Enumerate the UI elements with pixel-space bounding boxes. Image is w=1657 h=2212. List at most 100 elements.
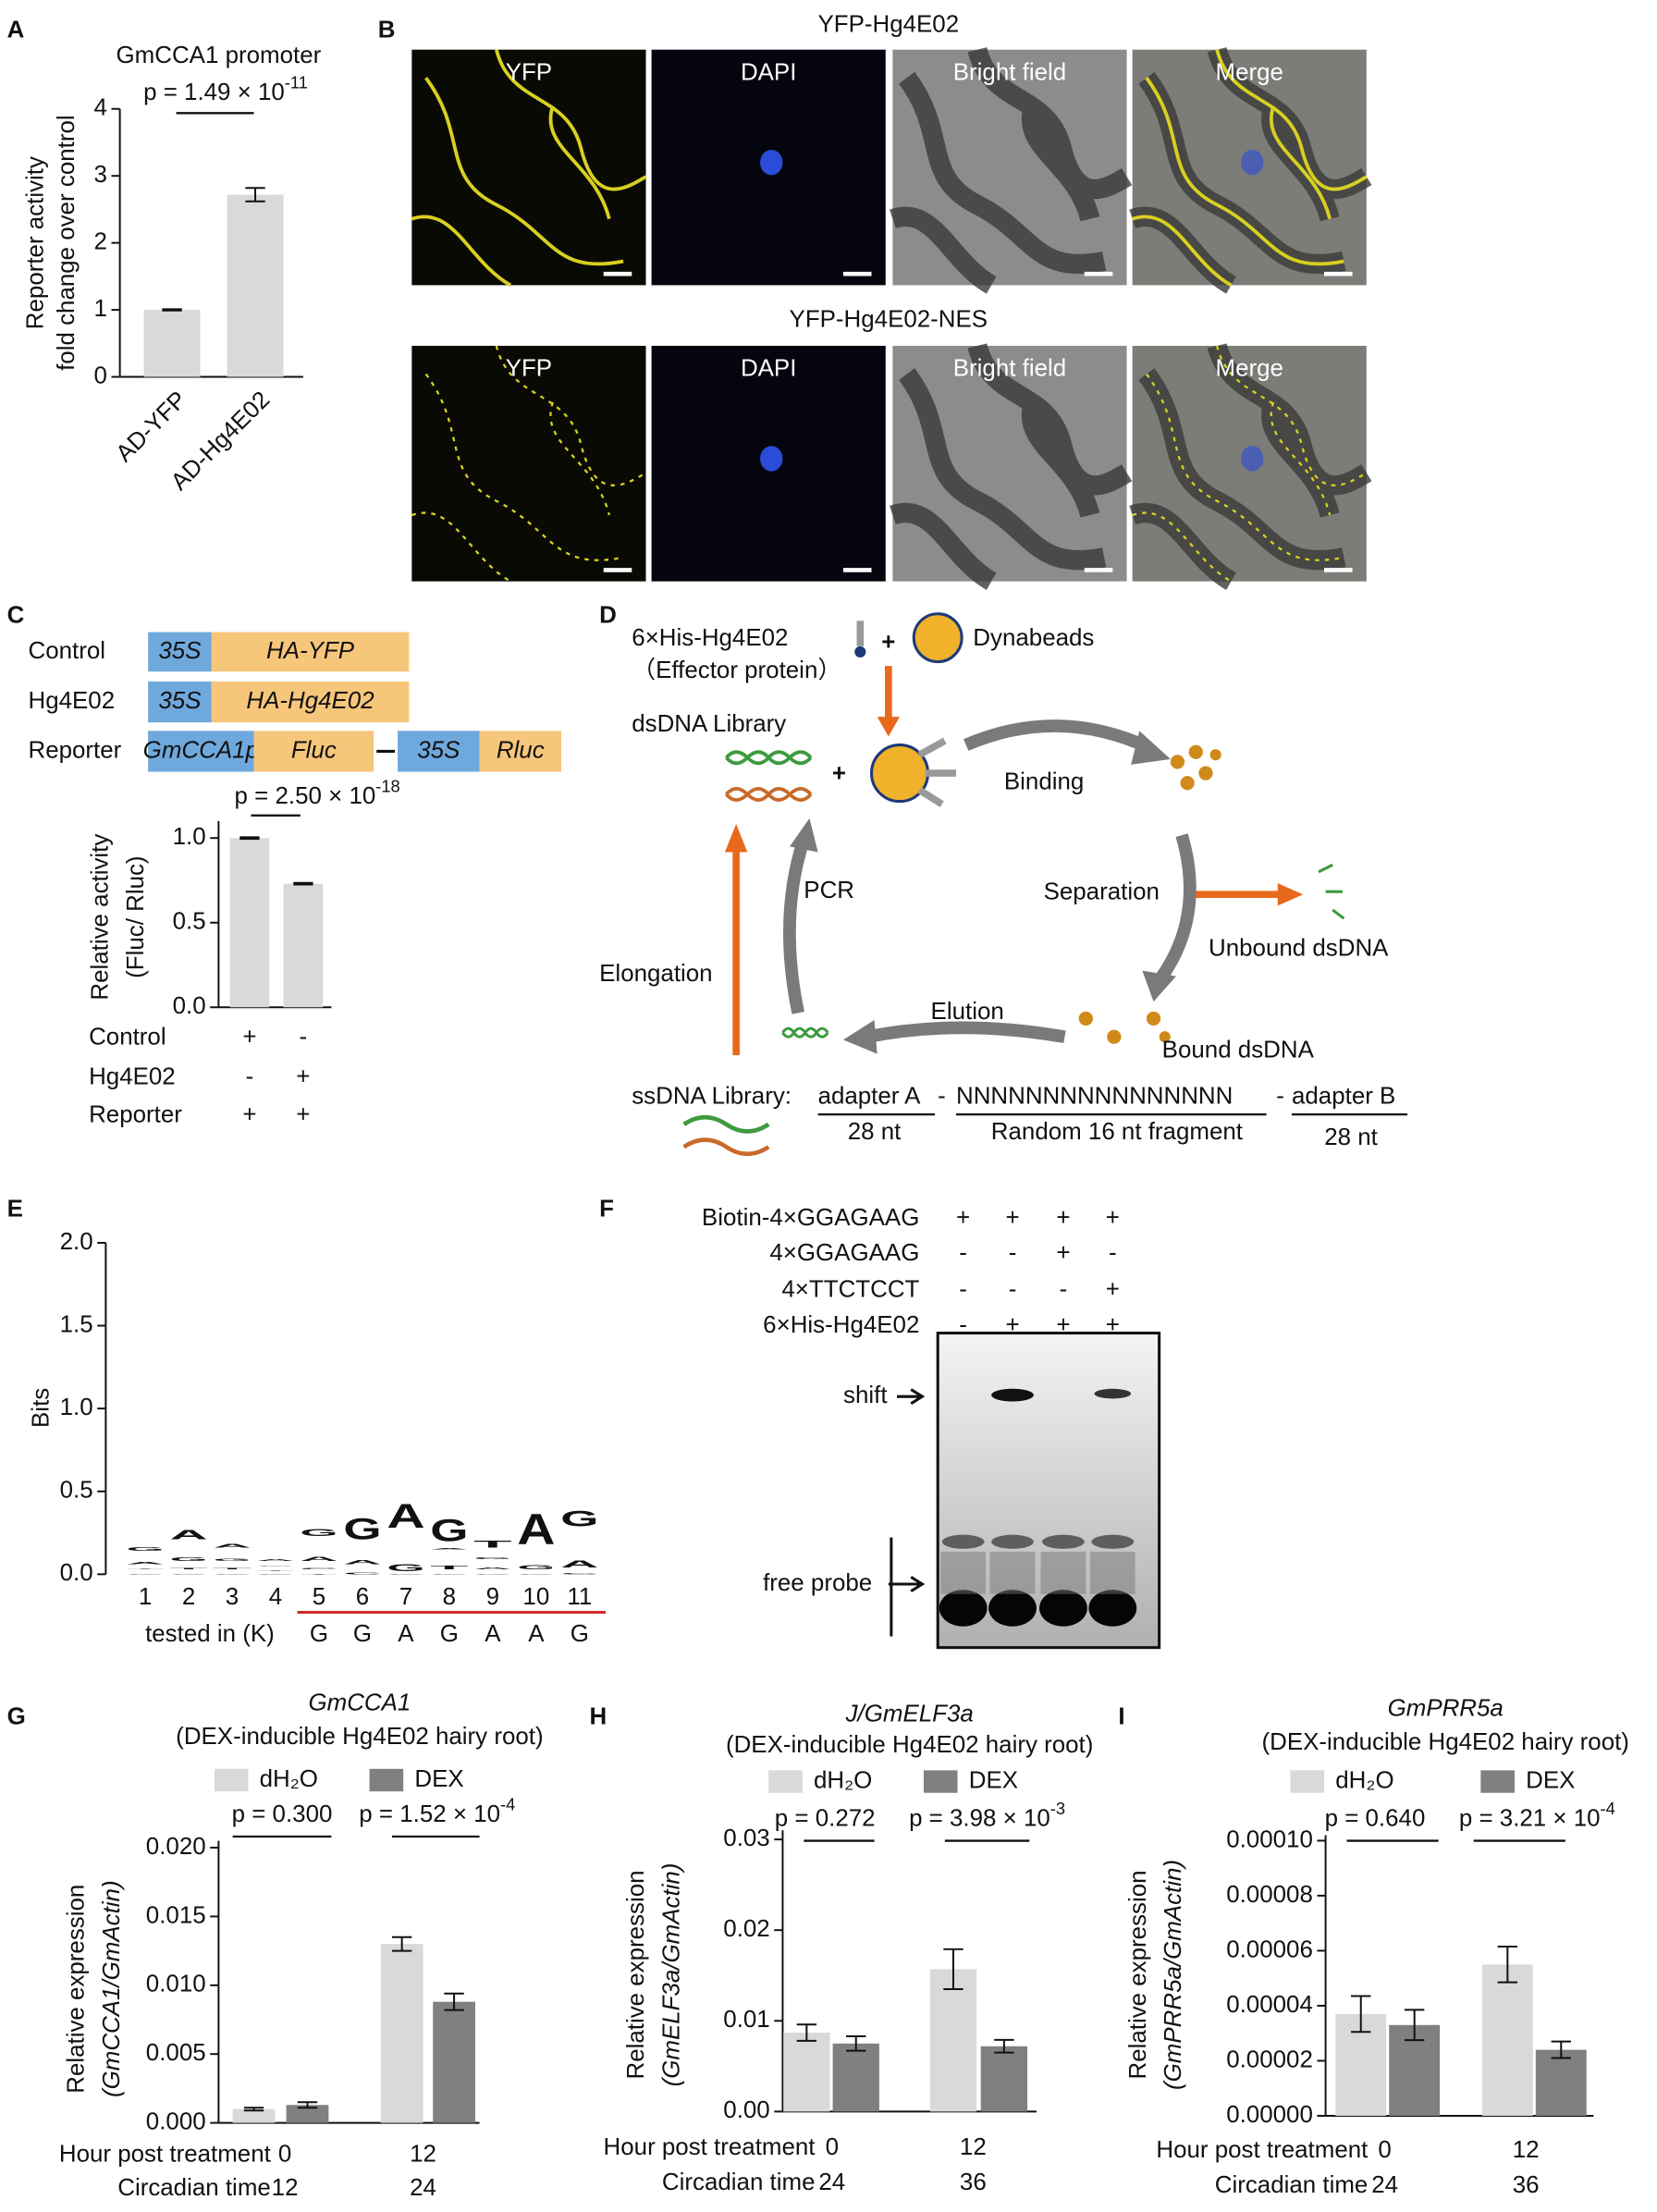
bar [143,310,201,377]
x-tick-label: 5 [313,1584,325,1610]
gel-smear [940,1551,987,1594]
logo-letter: A [256,1558,294,1561]
bar [929,1969,977,2112]
lane-sign: + [1005,1205,1019,1231]
p-value: p = 2.50 × 10-18 [235,776,400,809]
channel-label: Bright field [953,59,1066,85]
p-value-exponent: -3 [1050,1799,1065,1818]
beads-label: Dynabeads [973,625,1094,651]
error-bar [243,2107,264,2112]
construct-part-label: 35S [158,688,201,714]
logo-letter: T [300,1573,340,1574]
y-tick-label: 0.03 [723,1825,769,1851]
panel-d: 6×His-Hg4E02 （Effector protein） + Dynabe… [599,612,1408,1157]
y-tick-label: 0.00004 [1226,1992,1313,2018]
nucleus [1241,149,1264,176]
y-tick-label: 0.01 [723,2007,769,2033]
ssdna-library-label: ssDNA Library: [632,1084,792,1110]
logo-letter: G [213,1558,251,1562]
x-row-value: 36 [1513,2172,1540,2198]
cluster-dot [1107,1029,1122,1044]
random-sequence: NNNNNNNNNNNNNNNN [956,1084,1233,1110]
arrow-head [790,817,818,853]
legend-swatch [923,1770,958,1793]
logo-letter: G [517,1565,555,1571]
x-row-label: Hour post treatment [604,2134,816,2160]
construct-part [398,731,480,772]
bar [980,2046,1028,2112]
lane-row-label: 4×TTCTCCT [781,1277,919,1303]
chart-title: GmCCA1 [308,1690,411,1715]
logo-letter: T [473,1540,511,1551]
channel-label: YFP [506,356,552,382]
legend-label: DEX [414,1766,463,1792]
construct-label: Control [29,638,106,664]
legend-swatch [369,1768,404,1792]
cluster-dot [1146,1011,1161,1026]
y-tick-label: 0.005 [146,2040,206,2066]
construct-part [253,731,374,772]
x-tick-label: 10 [522,1584,549,1610]
x-row-label: Control [89,1025,166,1051]
lane-sign: + [1056,1312,1070,1338]
x-row-label: Circadian time [662,2169,816,2195]
logo-letter: C [473,1573,511,1574]
x-tick-label: 3 [226,1584,239,1610]
bound-label: Bound dsDNA [1162,1037,1315,1063]
lane-sign: + [1106,1277,1120,1303]
error-bar [1551,2040,1571,2059]
arrow-head [843,1019,878,1054]
gel-band [988,1590,1037,1627]
panel-label: F [599,1197,614,1223]
logo-letter: A [213,1543,252,1549]
p-value-exponent: -11 [285,72,308,92]
x-row-value: 12 [272,2175,299,2201]
error-bar [1497,1945,1518,1984]
gel-band [941,1534,985,1549]
chart-title: GmPRR5a [1388,1696,1504,1722]
micrograph: Merge [1129,46,1372,294]
logo-letter: G [300,1528,338,1539]
image-background [411,49,646,286]
x-tick-label: 6 [356,1584,369,1610]
lane-sign: + [1106,1205,1120,1231]
construct-label: Reporter [29,737,122,763]
adapter-a-length: 28 nt [848,1119,902,1145]
x-row-value: 0 [1378,2137,1391,2163]
micrograph: DAPI [651,345,886,582]
channel-label: Bright field [953,356,1066,382]
lane-sign: + [956,1205,970,1231]
x-row-value: 24 [818,2169,845,2195]
cluster-dot [1209,749,1221,761]
logo-letter: C [300,1567,338,1569]
x-tick-label: 9 [486,1584,499,1610]
construct-part [148,731,254,772]
y-tick-label: 0.00006 [1226,1936,1313,1962]
channel-label: Merge [1216,356,1283,382]
x-row-value: 0 [278,2142,291,2168]
lane-row-label: 6×His-Hg4E02 [763,1312,919,1338]
logo-letter: C [169,1573,207,1574]
construct-part-label: 35S [417,737,460,763]
p-value-exponent: -4 [1601,1799,1615,1818]
y-tick-label: 3 [93,162,106,188]
logo-letter: T [169,1567,210,1569]
x-row-label: Circadian time [1215,2172,1369,2198]
bound-dna [1078,1011,1171,1044]
x-tick-label: 1 [139,1584,152,1610]
yfp-signal [411,345,647,583]
pointer [888,1576,926,1592]
micrograph: Bright field [890,46,1133,294]
x-row-value: 24 [410,2175,436,2201]
construct-part [211,681,410,723]
bar [832,2043,879,2112]
cluster-dot [1198,766,1213,780]
y-axis-label: (GmCCA1/GmActin) [99,1880,125,2097]
cell-outline [890,46,1133,294]
x-row-label: Hg4E02 [89,1063,176,1089]
legend-swatch [214,1768,249,1792]
x-axis-label: tested in (K) [145,1621,275,1647]
logo-letter: G [473,1556,511,1559]
panel-label: E [7,1197,23,1223]
